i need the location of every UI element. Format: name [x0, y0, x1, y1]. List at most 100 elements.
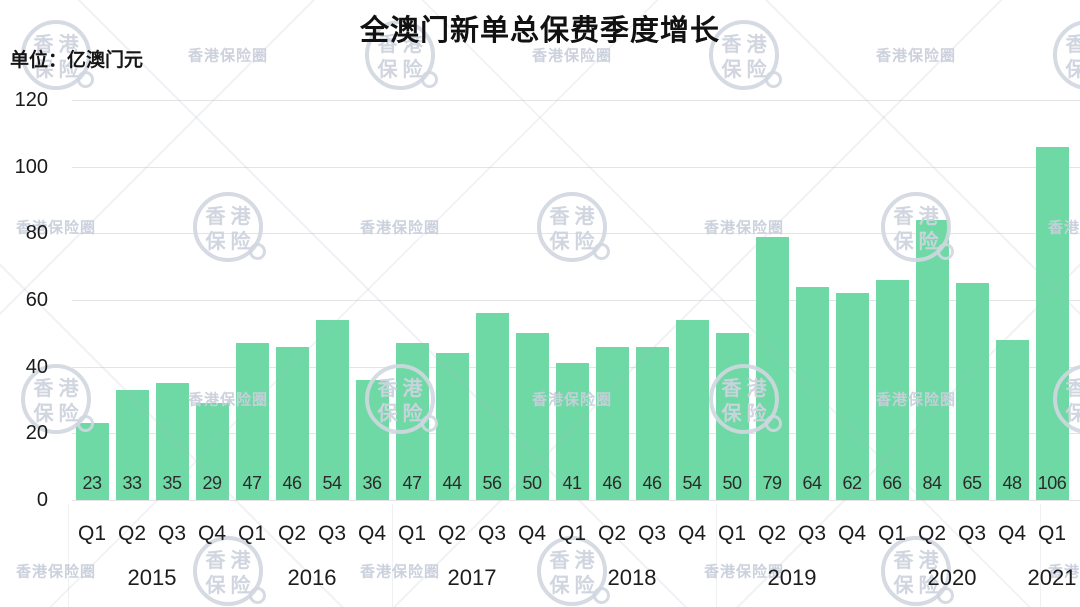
- bar: 44: [435, 353, 469, 500]
- quarter-label: Q2: [757, 522, 786, 545]
- bar: 84: [915, 220, 949, 500]
- year-label: 2018: [607, 565, 657, 590]
- bar: 79: [755, 236, 789, 500]
- year-label: 2019: [767, 565, 817, 590]
- bar-value-label: 54: [682, 473, 702, 493]
- bars: 23 33 35 29 47 46 54 36 47 44 56 50 41 46 46 54 50 79 64 62…: [72, 100, 1072, 500]
- quarter-label: Q3: [797, 522, 826, 545]
- plot-area: 23 33 35 29 47 46 54 36 47 44 56 50 41 46 46 54 50 79 64 62…: [72, 100, 1080, 501]
- bar: 36: [355, 380, 389, 500]
- bar-value-label: 64: [802, 473, 822, 493]
- quarter-label: Q4: [357, 522, 386, 545]
- bar-value-label: 48: [1002, 473, 1022, 493]
- quarter-label: Q4: [517, 522, 546, 545]
- quarter-label: Q1: [397, 522, 426, 545]
- quarter-axis: Q1 Q2 Q3 Q4 Q1 Q2 Q3 Q4 Q1 Q2 Q3 Q4 Q1 Q2 Q3 Q4 Q1 Q2 Q3 Q4…: [72, 514, 1072, 554]
- quarter-label: Q4: [837, 522, 866, 545]
- quarter-label: Q1: [1037, 522, 1066, 545]
- year-group: 2020: [872, 556, 1032, 600]
- bar-value-label: 46: [642, 473, 662, 493]
- quarter-label: Q2: [597, 522, 626, 545]
- watermark-stamp-text: 保险: [1057, 58, 1080, 83]
- watermark-stamp-dot: [421, 71, 438, 88]
- bar: 33: [115, 390, 149, 500]
- quarter-label: Q2: [277, 522, 306, 545]
- quarter-label: Q1: [877, 522, 906, 545]
- bar-value-label: 62: [842, 473, 862, 493]
- bar: 35: [155, 383, 189, 500]
- bar: 62: [835, 293, 869, 500]
- bar-value-label: 47: [242, 473, 262, 493]
- watermark-stamp-dot: [765, 71, 782, 88]
- y-tick-label: 80: [25, 222, 48, 245]
- bar-value-label: 54: [322, 473, 342, 493]
- quarter-label: Q2: [117, 522, 146, 545]
- y-tick-label: 100: [14, 155, 48, 178]
- bar: 23: [75, 423, 109, 500]
- year-group: 2019: [712, 556, 872, 600]
- bar-value-label: 84: [922, 473, 942, 493]
- bar-value-label: 23: [82, 473, 102, 493]
- quarter-label: Q4: [197, 522, 226, 545]
- bar: 54: [315, 320, 349, 500]
- quarter-label: Q4: [997, 522, 1026, 545]
- bar-value-label: 33: [122, 473, 142, 493]
- bar: 50: [715, 333, 749, 500]
- bar-value-label: 44: [442, 473, 462, 493]
- year-label: 2015: [127, 565, 177, 590]
- y-tick-label: 0: [36, 489, 48, 511]
- bar-value-label: 47: [402, 473, 422, 493]
- bar-value-label: 66: [882, 473, 902, 493]
- bar-value-label: 41: [562, 473, 582, 493]
- year-label: 2020: [927, 565, 977, 590]
- bar: 50: [515, 333, 549, 500]
- bar: 64: [795, 286, 829, 500]
- watermark-stamp-dot: [77, 71, 94, 88]
- bar: 29: [195, 403, 229, 500]
- bar-value-label: 46: [602, 473, 622, 493]
- bar-value-label: 56: [482, 473, 502, 493]
- gridline: [72, 233, 1080, 235]
- watermark-tile-line: [68, 504, 69, 607]
- bar: 106: [1035, 146, 1069, 500]
- quarter-label: Q3: [157, 522, 186, 545]
- gridline: [72, 300, 1080, 301]
- bar: 66: [875, 280, 909, 500]
- quarter-label: Q4: [677, 522, 706, 545]
- quarter-label: Q3: [957, 522, 986, 545]
- watermark-stamp-text: 保险: [377, 59, 428, 81]
- year-group: 2021: [1028, 556, 1077, 600]
- bar: 65: [955, 283, 989, 500]
- year-group: 2016: [232, 556, 392, 600]
- quarter-label: Q3: [637, 522, 666, 545]
- bar: 48: [995, 340, 1029, 500]
- bar-value-label: 46: [282, 473, 302, 493]
- bar: 47: [395, 343, 429, 500]
- year-axis: 2015 2016 2017 2018 2019 2020 2021: [72, 556, 1077, 600]
- quarter-label: Q1: [237, 522, 266, 545]
- y-tick-label: 120: [14, 89, 48, 111]
- quarter-label: Q3: [317, 522, 346, 545]
- bar-value-label: 35: [162, 473, 182, 493]
- year-label: 2021: [1027, 565, 1077, 590]
- gridline: [72, 500, 1080, 501]
- gridline: [72, 100, 1080, 101]
- bar: 41: [555, 363, 589, 500]
- chart-title: 全澳门新单总保费季度增长: [359, 15, 720, 47]
- bar: 54: [675, 320, 709, 500]
- bar: 46: [275, 346, 309, 500]
- bar: 47: [235, 343, 269, 500]
- year-label: 2017: [447, 565, 497, 590]
- watermark-stamp-text: 保险: [721, 59, 772, 81]
- quarter-label: Q1: [717, 522, 746, 545]
- quarter-label: Q1: [557, 522, 586, 545]
- year-label: 2016: [287, 565, 337, 590]
- bar-value-label: 106: [1037, 473, 1067, 493]
- bar: 46: [595, 346, 629, 500]
- y-axis: 0 20 40 60 80 100 120: [0, 0, 48, 607]
- bar-value-label: 29: [202, 473, 222, 493]
- quarter-label: Q2: [437, 522, 466, 545]
- bar-value-label: 36: [362, 473, 382, 493]
- year-group: 2015: [72, 556, 232, 600]
